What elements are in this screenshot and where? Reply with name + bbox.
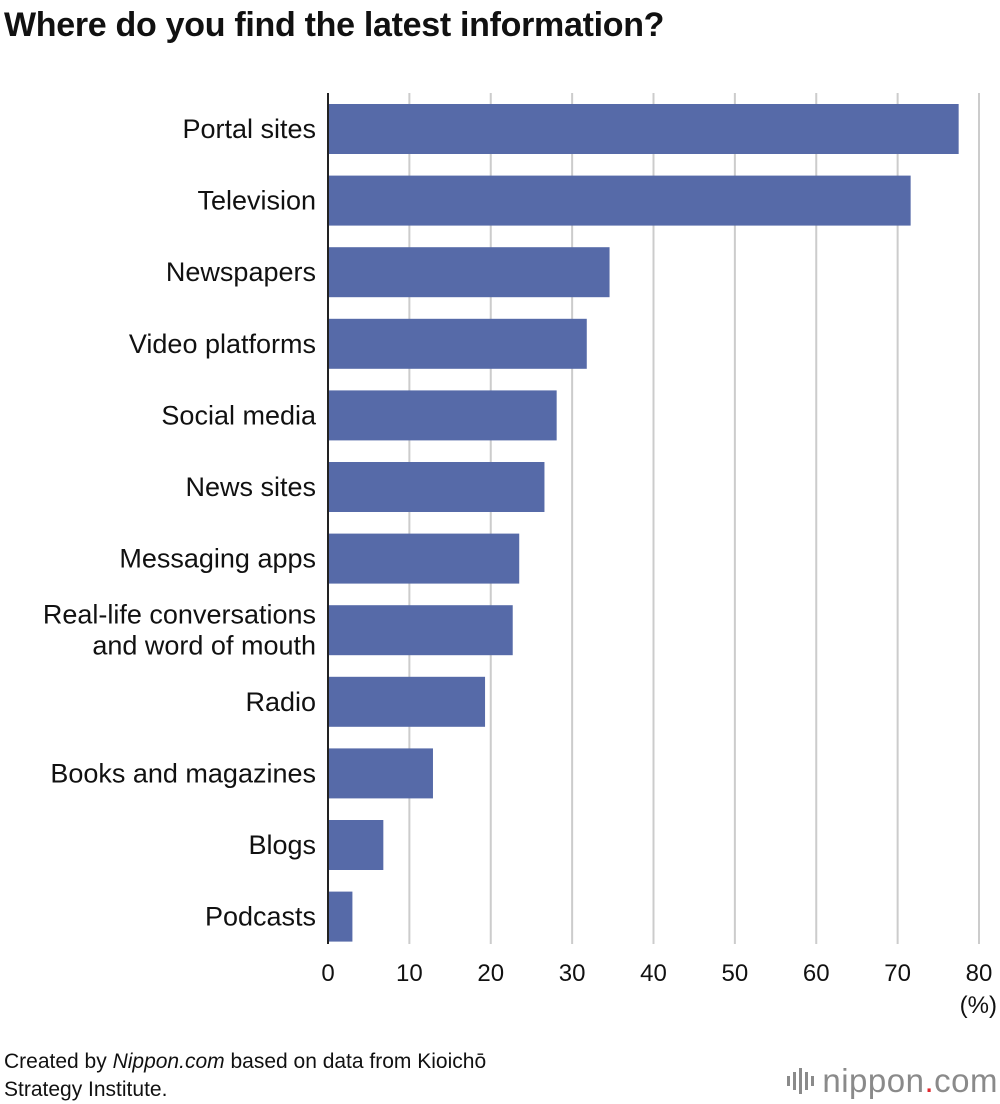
x-tick-label: 60 — [803, 960, 830, 987]
bar — [328, 390, 557, 441]
x-tick-label: 70 — [884, 960, 911, 987]
x-tick-label: 80 — [966, 960, 993, 987]
category-label: Social media — [161, 400, 317, 430]
x-axis-unit-label: (%) — [960, 992, 997, 1019]
bar — [328, 748, 433, 799]
category-label: Books and magazines — [50, 758, 316, 788]
bar — [328, 891, 353, 942]
bar-chart: Portal sites Television Newspapers Video pl… — [43, 93, 997, 1019]
logo-bars-icon — [787, 1068, 815, 1094]
gridlines — [408, 93, 980, 944]
bar — [328, 676, 486, 727]
x-tick-label: 30 — [559, 960, 586, 987]
category-label: and word of mouth — [92, 631, 316, 661]
x-tick-label: 40 — [640, 960, 667, 987]
category-label: Television — [197, 186, 316, 216]
category-label: Real-life conversations — [43, 600, 316, 630]
bar — [328, 104, 959, 154]
category-label: Portal sites — [182, 114, 316, 144]
source-note-line-2: Strategy Institute. — [4, 1078, 168, 1101]
category-label: Blogs — [248, 830, 316, 860]
category-label: News sites — [185, 472, 316, 502]
category-label: Newspapers — [166, 257, 316, 287]
bar — [328, 820, 384, 870]
bar — [328, 462, 545, 512]
x-tick-label: 0 — [321, 960, 334, 987]
bar — [328, 175, 911, 226]
source-note: Created by Nippon.com based on data from… — [4, 1048, 486, 1104]
source-note-line-1: Created by Nippon.com based on data from… — [4, 1050, 487, 1073]
nippon-logo: nippon. com — [787, 1062, 998, 1100]
bars — [328, 104, 959, 942]
category-label: Video platforms — [129, 329, 316, 359]
category-label: Podcasts — [205, 902, 316, 932]
x-tick-label: 20 — [477, 960, 504, 987]
bar — [328, 247, 610, 298]
category-label: Messaging apps — [119, 544, 316, 574]
category-labels: Portal sites Television Newspapers Video pl… — [43, 114, 317, 932]
bar — [328, 533, 520, 584]
x-tick-label: 50 — [722, 960, 749, 987]
bar — [328, 318, 587, 369]
source-name: Nippon.com — [112, 1050, 225, 1073]
x-axis-ticks: 0 10 20 30 40 50 60 70 80 — [321, 960, 992, 987]
chart-title: Where do you find the latest information… — [4, 6, 665, 44]
category-label: Radio — [245, 687, 316, 717]
bar — [328, 605, 513, 656]
x-tick-label: 10 — [396, 960, 423, 987]
